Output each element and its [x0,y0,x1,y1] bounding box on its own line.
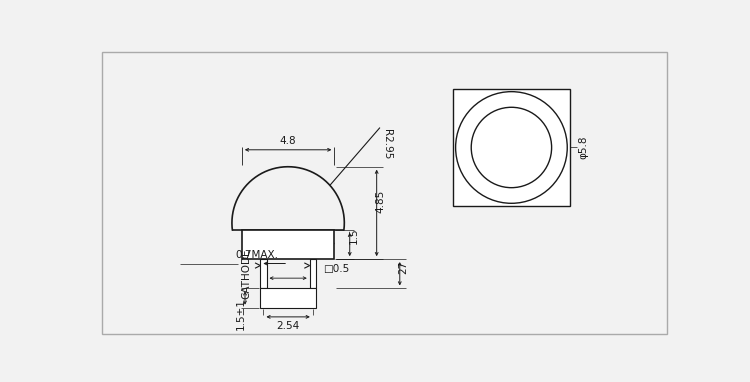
Text: 0.7MAX.: 0.7MAX. [236,250,279,260]
Text: φ5.8: φ5.8 [578,136,589,159]
Text: 27: 27 [399,261,409,274]
Text: 1.5±1: 1.5±1 [236,298,246,330]
Bar [260,259,266,288]
Text: □0.5: □0.5 [323,264,350,274]
Text: 4.85: 4.85 [376,190,386,213]
Text: 2.54: 2.54 [277,321,300,331]
Text: R2.95: R2.95 [382,129,392,160]
Text: 1.5: 1.5 [349,228,358,244]
Text: 4.8: 4.8 [280,136,296,146]
Bar [242,230,334,259]
Text: CATHODE: CATHODE [242,249,251,299]
Bar [453,89,569,206]
Circle shape [455,92,567,203]
Bar [310,259,316,288]
Bar [260,288,316,308]
Circle shape [471,107,551,188]
